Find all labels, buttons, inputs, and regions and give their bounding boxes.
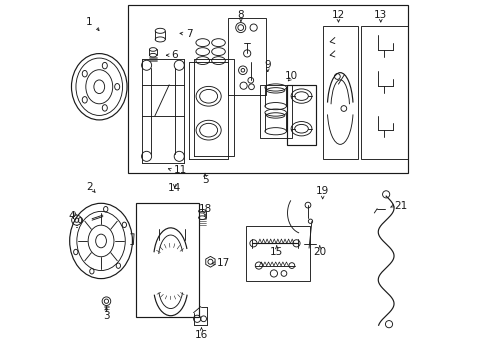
Text: 4: 4	[68, 211, 75, 221]
Bar	[360, 26, 407, 159]
Bar	[128, 5, 407, 173]
Text: 14: 14	[167, 183, 181, 193]
Bar	[136, 203, 199, 317]
Text: 11: 11	[173, 165, 186, 175]
Text: 7: 7	[185, 29, 192, 39]
Text: 16: 16	[194, 330, 208, 340]
Bar	[259, 85, 291, 138]
Text: 3: 3	[103, 311, 109, 320]
Text: 19: 19	[315, 186, 328, 197]
Text: 10: 10	[285, 71, 298, 81]
Text: 15: 15	[269, 247, 283, 257]
Bar	[322, 26, 357, 159]
Text: 6: 6	[171, 50, 177, 60]
Text: 8: 8	[237, 10, 244, 20]
Bar	[246, 226, 309, 281]
Text: 5: 5	[202, 175, 208, 185]
Text: 2: 2	[86, 182, 93, 192]
Bar	[228, 18, 265, 95]
Text: 12: 12	[331, 10, 345, 20]
Text: 13: 13	[373, 10, 386, 20]
Text: 21: 21	[394, 201, 407, 211]
Text: 18: 18	[198, 204, 211, 215]
Text: 1: 1	[86, 17, 93, 27]
Text: 9: 9	[264, 60, 270, 70]
Text: 17: 17	[216, 258, 229, 268]
Bar	[286, 85, 316, 145]
Text: 20: 20	[313, 247, 325, 257]
